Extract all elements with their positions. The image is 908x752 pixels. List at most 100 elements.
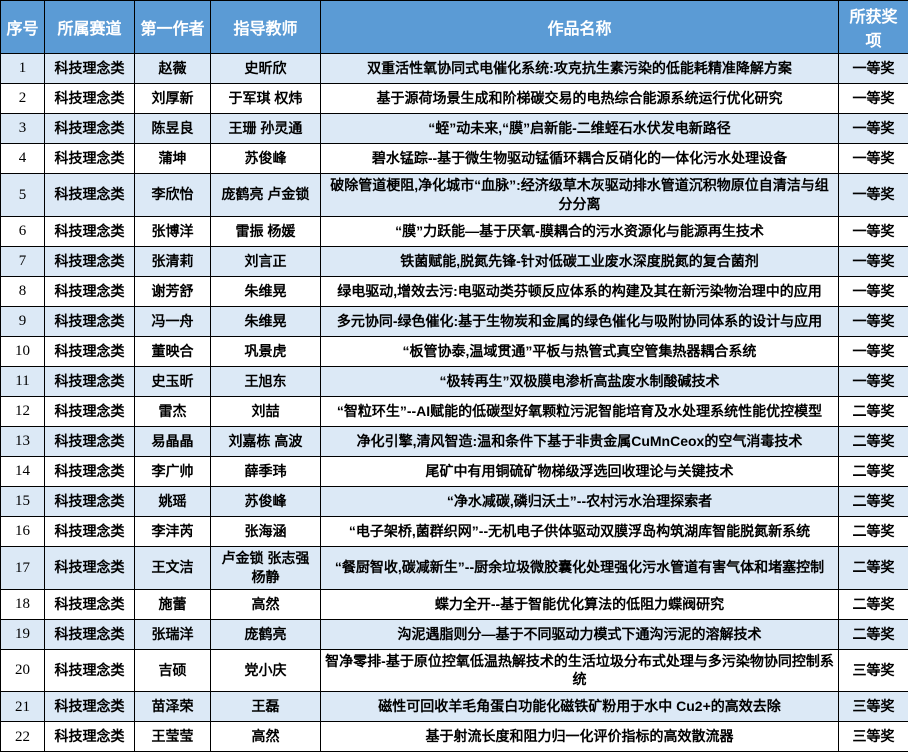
cell-serial: 18 <box>1 589 45 619</box>
cell-award: 二等奖 <box>839 516 908 546</box>
cell-serial: 5 <box>1 174 45 217</box>
cell-track: 科技理念类 <box>45 426 135 456</box>
cell-advisor: 雷振 杨媛 <box>211 216 321 246</box>
cell-work-title: 蝶力全开--基于智能优化算法的低阻力蝶阀研究 <box>321 589 839 619</box>
table-header: 序号 所属赛道 第一作者 指导教师 作品名称 所获奖项 <box>1 1 908 54</box>
cell-work-title: 绿电驱动,增效去污:电驱动类芬顿反应体系的构建及其在新污染物治理中的应用 <box>321 276 839 306</box>
table-row: 9 科技理念类 冯一舟 朱维晃 多元协同-绿色催化:基于生物炭和金属的绿色催化与… <box>1 306 908 336</box>
cell-award: 一等奖 <box>839 144 908 174</box>
table-row: 4 科技理念类 蒲坤 苏俊峰 碧水锰踪--基于微生物驱动锰循环耦合反硝化的一体化… <box>1 144 908 174</box>
table-row: 20 科技理念类 吉硕 党小庆 智净零排-基于原位控氧低温热解技术的生活垃圾分布… <box>1 649 908 692</box>
cell-work-title: “智粒环生”--AI赋能的低碳型好氧颗粒污泥智能培育及水处理系统性能优控模型 <box>321 396 839 426</box>
cell-work-title: “板管协泰,温域贯通”平板与热管式真空管集热器耦合系统 <box>321 336 839 366</box>
cell-first-author: 王莹莹 <box>135 722 211 752</box>
cell-track: 科技理念类 <box>45 336 135 366</box>
cell-advisor: 高然 <box>211 722 321 752</box>
cell-advisor: 刘言正 <box>211 246 321 276</box>
header-first-author: 第一作者 <box>135 1 211 54</box>
cell-first-author: 史玉昕 <box>135 366 211 396</box>
cell-work-title: 尾矿中有用铜硫矿物梯级浮选回收理论与关键技术 <box>321 456 839 486</box>
cell-award: 一等奖 <box>839 366 908 396</box>
table-row: 12 科技理念类 雷杰 刘喆 “智粒环生”--AI赋能的低碳型好氧颗粒污泥智能培… <box>1 396 908 426</box>
cell-first-author: 董映合 <box>135 336 211 366</box>
table-row: 3 科技理念类 陈昱良 王珊 孙灵通 “蛭”动未来,“膜”启新能-二维蛭石水伏发… <box>1 114 908 144</box>
cell-advisor: 苏俊峰 <box>211 144 321 174</box>
cell-award: 一等奖 <box>839 174 908 217</box>
cell-track: 科技理念类 <box>45 546 135 589</box>
cell-work-title: 沟泥遇脂则分—基于不同驱动力模式下通沟污泥的溶解技术 <box>321 619 839 649</box>
table-row: 5 科技理念类 李欣怡 庞鹤亮 卢金锁 破除管道梗阻,净化城市“血脉”:经济级草… <box>1 174 908 217</box>
cell-serial: 14 <box>1 456 45 486</box>
cell-track: 科技理念类 <box>45 246 135 276</box>
cell-first-author: 李广帅 <box>135 456 211 486</box>
table-row: 8 科技理念类 谢芳舒 朱维晃 绿电驱动,增效去污:电驱动类芬顿反应体系的构建及… <box>1 276 908 306</box>
table-row: 14 科技理念类 李广帅 薛季玮 尾矿中有用铜硫矿物梯级浮选回收理论与关键技术 … <box>1 456 908 486</box>
cell-advisor: 史昕欣 <box>211 54 321 84</box>
cell-first-author: 张博洋 <box>135 216 211 246</box>
cell-advisor: 刘喆 <box>211 396 321 426</box>
cell-award: 二等奖 <box>839 486 908 516</box>
cell-first-author: 赵薇 <box>135 54 211 84</box>
cell-serial: 11 <box>1 366 45 396</box>
cell-award: 二等奖 <box>839 396 908 426</box>
cell-award: 二等奖 <box>839 619 908 649</box>
cell-first-author: 陈昱良 <box>135 114 211 144</box>
cell-award: 一等奖 <box>839 276 908 306</box>
cell-track: 科技理念类 <box>45 276 135 306</box>
cell-work-title: 净化引擎,清风智造:温和条件下基于非贵金属CuMnCeox的空气消毒技术 <box>321 426 839 456</box>
cell-first-author: 雷杰 <box>135 396 211 426</box>
header-track: 所属赛道 <box>45 1 135 54</box>
table-row: 17 科技理念类 王文洁 卢金锁 张志强 杨静 “餐厨智收,碳减新生”--厨余垃… <box>1 546 908 589</box>
cell-award: 一等奖 <box>839 306 908 336</box>
cell-advisor: 庞鹤亮 <box>211 619 321 649</box>
cell-track: 科技理念类 <box>45 174 135 217</box>
cell-award: 一等奖 <box>839 54 908 84</box>
table-row: 13 科技理念类 易晶晶 刘嘉栋 高波 净化引擎,清风智造:温和条件下基于非贵金… <box>1 426 908 456</box>
cell-advisor: 庞鹤亮 卢金锁 <box>211 174 321 217</box>
cell-serial: 13 <box>1 426 45 456</box>
table-row: 19 科技理念类 张瑞洋 庞鹤亮 沟泥遇脂则分—基于不同驱动力模式下通沟污泥的溶… <box>1 619 908 649</box>
cell-first-author: 李欣怡 <box>135 174 211 217</box>
cell-track: 科技理念类 <box>45 114 135 144</box>
cell-work-title: “蛭”动未来,“膜”启新能-二维蛭石水伏发电新路径 <box>321 114 839 144</box>
cell-serial: 9 <box>1 306 45 336</box>
cell-award: 三等奖 <box>839 722 908 752</box>
cell-serial: 17 <box>1 546 45 589</box>
cell-serial: 2 <box>1 84 45 114</box>
cell-first-author: 吉硕 <box>135 649 211 692</box>
table-row: 2 科技理念类 刘厚新 于军琪 权炜 基于源荷场景生成和阶梯碳交易的电热综合能源… <box>1 84 908 114</box>
cell-work-title: “极转再生”双极膜电渗析高盐废水制酸碱技术 <box>321 366 839 396</box>
cell-work-title: “净水减碳,磷归沃土”--农村污水治理探索者 <box>321 486 839 516</box>
cell-work-title: 破除管道梗阻,净化城市“血脉”:经济级草木灰驱动排水管道沉积物原位自清洁与组分分… <box>321 174 839 217</box>
table-row: 18 科技理念类 施蕾 高然 蝶力全开--基于智能优化算法的低阻力蝶阀研究 二等… <box>1 589 908 619</box>
cell-serial: 3 <box>1 114 45 144</box>
cell-advisor: 张海涵 <box>211 516 321 546</box>
header-work-title: 作品名称 <box>321 1 839 54</box>
cell-track: 科技理念类 <box>45 486 135 516</box>
cell-award: 一等奖 <box>839 114 908 144</box>
cell-work-title: 基于射流长度和阻力归一化评价指标的高效散流器 <box>321 722 839 752</box>
cell-first-author: 苗泽荣 <box>135 692 211 722</box>
cell-serial: 6 <box>1 216 45 246</box>
cell-first-author: 王文洁 <box>135 546 211 589</box>
cell-first-author: 易晶晶 <box>135 426 211 456</box>
cell-track: 科技理念类 <box>45 84 135 114</box>
cell-advisor: 王磊 <box>211 692 321 722</box>
cell-track: 科技理念类 <box>45 516 135 546</box>
cell-first-author: 蒲坤 <box>135 144 211 174</box>
cell-work-title: “膜”力跃能—基于厌氧-膜耦合的污水资源化与能源再生技术 <box>321 216 839 246</box>
cell-serial: 21 <box>1 692 45 722</box>
cell-first-author: 冯一舟 <box>135 306 211 336</box>
cell-serial: 4 <box>1 144 45 174</box>
cell-advisor: 朱维晃 <box>211 306 321 336</box>
cell-work-title: 基于源荷场景生成和阶梯碳交易的电热综合能源系统运行优化研究 <box>321 84 839 114</box>
cell-award: 二等奖 <box>839 546 908 589</box>
cell-serial: 22 <box>1 722 45 752</box>
cell-track: 科技理念类 <box>45 619 135 649</box>
cell-track: 科技理念类 <box>45 456 135 486</box>
table-row: 1 科技理念类 赵薇 史昕欣 双重活性氧协同式电催化系统:攻克抗生素污染的低能耗… <box>1 54 908 84</box>
cell-work-title: “电子架桥,菌群织网”--无机电子供体驱动双膜浮岛构筑湖库智能脱氮新系统 <box>321 516 839 546</box>
table-row: 6 科技理念类 张博洋 雷振 杨媛 “膜”力跃能—基于厌氧-膜耦合的污水资源化与… <box>1 216 908 246</box>
cell-first-author: 姚瑶 <box>135 486 211 516</box>
